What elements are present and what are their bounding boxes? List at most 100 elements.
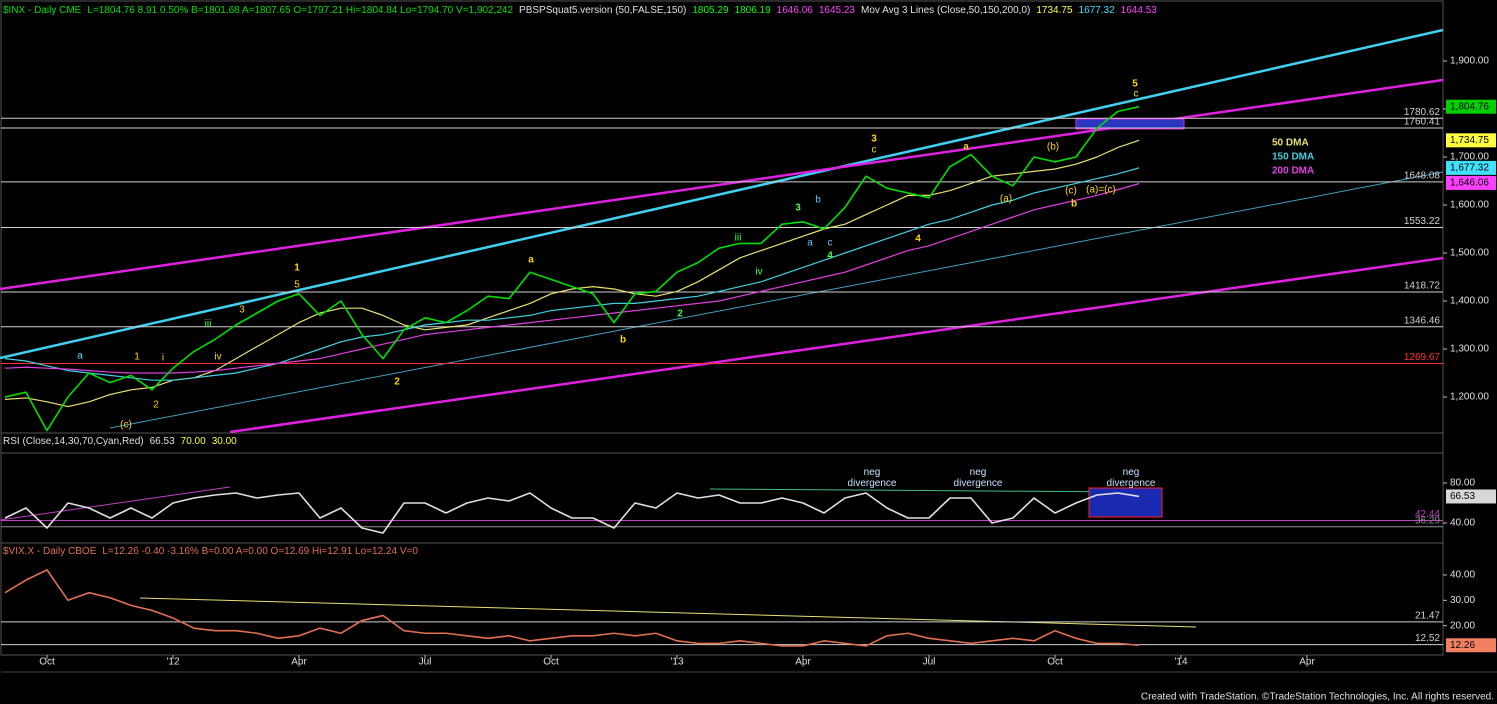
header-indicator: 1645.23	[819, 5, 856, 16]
annotation: (a)=(c)	[1086, 185, 1116, 196]
y-tick-label: 40.00	[1450, 570, 1475, 581]
x-tick-label: Jul	[923, 657, 936, 668]
annotation: iv	[755, 267, 762, 278]
annotation: 4	[827, 251, 833, 262]
annotation: c	[872, 145, 877, 156]
y-tick-label: 80.00	[1450, 478, 1475, 489]
annotation: neg divergence	[1107, 467, 1156, 489]
vix-pane	[0, 542, 1444, 656]
x-tick-label: Apr	[1299, 657, 1315, 668]
last-value-label: 66.53	[1450, 491, 1475, 502]
y-tick-label: 40.00	[1450, 518, 1475, 529]
annotation: 2	[153, 400, 159, 411]
header-indicator: 30.00	[212, 436, 237, 447]
x-tick-label: Oct	[39, 657, 55, 668]
annotation: i	[162, 353, 164, 364]
price-line	[4, 492, 1140, 534]
header-indicator: 1677.32	[1079, 5, 1116, 16]
level-label: 42.44	[1415, 509, 1440, 520]
header-indicator: 1646.06	[777, 5, 814, 16]
annotation: b	[815, 195, 821, 206]
header-title: $INX - Daily CME	[3, 5, 82, 16]
annotation-line: neg	[1123, 467, 1140, 478]
last-value-label: 1,646.06	[1450, 178, 1489, 189]
trend-line	[0, 78, 1444, 291]
annotation: 1	[294, 263, 300, 274]
annotation: a	[807, 238, 813, 249]
annotation: iv	[214, 352, 221, 363]
ma-line	[4, 183, 1140, 374]
annotation: b	[1071, 199, 1077, 210]
trend-line	[229, 256, 1444, 434]
annotation: b	[620, 335, 626, 346]
highlight-box	[1075, 118, 1185, 130]
x-tick-label: '14	[1174, 657, 1187, 668]
annotation: 3	[239, 305, 245, 316]
last-value-box	[1446, 175, 1496, 190]
annotation: neg divergence	[848, 467, 897, 489]
chart-header: RSI (Close,14,30,70,Cyan,Red) 66.53 70.00 3…	[3, 436, 237, 447]
x-tick-label: '13	[670, 657, 683, 668]
x-tick-label: '12	[166, 657, 179, 668]
annotation-line: divergence	[848, 478, 897, 489]
header-indicator: 1734.75	[1036, 5, 1073, 16]
trend-line	[109, 171, 1444, 429]
level-label: 1780.62	[1404, 107, 1441, 118]
header-indicator: 1806.19	[735, 5, 772, 16]
annotation: neg divergence	[954, 467, 1003, 489]
level-label: 21.47	[1415, 611, 1440, 622]
last-value-box	[1446, 638, 1496, 653]
annotation-line: divergence	[1107, 478, 1156, 489]
footer: Created with TradeStation. ©TradeStation…	[1141, 692, 1494, 703]
annotation: iii	[205, 319, 212, 330]
annotation: (a)	[1000, 194, 1012, 205]
x-tick-label: Apr	[291, 657, 307, 668]
annotation: (c)	[120, 420, 132, 431]
annotation: (c)	[1065, 186, 1077, 197]
annotation-line: neg	[970, 467, 987, 478]
x-tick-label: Apr	[795, 657, 811, 668]
header-indicator: 1805.29	[692, 5, 729, 16]
annotation: 1	[134, 352, 140, 363]
y-tick-label: 1,400.00	[1450, 296, 1489, 307]
x-tick-label: Jul	[419, 657, 432, 668]
legend-label: 50 DMA	[1272, 138, 1309, 149]
last-value-box	[1446, 99, 1496, 114]
annotation: a	[963, 142, 969, 153]
annotation: 2	[394, 377, 400, 388]
y-tick-label: 30.00	[1450, 595, 1475, 606]
price-line	[4, 105, 1140, 432]
level-label: 1269.67	[1404, 352, 1441, 363]
header-title: RSI (Close,14,30,70,Cyan,Red)	[3, 436, 144, 447]
annotation: c	[1134, 89, 1139, 100]
ma-line	[4, 167, 1140, 381]
header-indicator: Mov Avg 3 Lines (Close,50,150,200,0)	[861, 5, 1030, 16]
y-tick-label: 1,200.00	[1450, 392, 1489, 403]
header-indicator: PBSPSquat5.version (50,FALSE,150)	[519, 5, 686, 16]
last-value-label: 12.26	[1450, 640, 1475, 651]
trend-line	[709, 488, 1131, 493]
annotation: 4	[915, 234, 921, 245]
y-tick-label: 20.00	[1450, 620, 1475, 631]
header-quote: L=1804.76 8.91 0.50% B=1801.68 A=1807.65…	[87, 5, 513, 16]
level-label: 12.52	[1415, 633, 1440, 644]
legend-label: 200 DMA	[1272, 166, 1314, 177]
annotation: 3	[871, 134, 877, 145]
annotation: c	[828, 238, 833, 249]
y-tick-label: 1,600.00	[1450, 200, 1489, 211]
annotation: (b)	[1047, 142, 1059, 153]
annotation: iii	[735, 233, 742, 244]
last-value-box	[1446, 133, 1496, 148]
y-tick-label: 1,900.00	[1450, 56, 1489, 67]
level-label: 1760.41	[1404, 117, 1441, 128]
last-value-box	[1446, 160, 1496, 175]
level-label: 1346.46	[1404, 315, 1441, 326]
annotation: 2	[677, 309, 683, 320]
annotation: 5	[1132, 79, 1138, 90]
level-label: 1553.22	[1404, 216, 1441, 227]
header-quote: L=12.26 -0.40 -3.16% B=0.00 A=0.00 O=12.…	[102, 546, 418, 557]
last-value-label: 1,677.32	[1450, 163, 1489, 174]
last-value-label: 1,804.76	[1450, 101, 1489, 112]
trend-line	[0, 28, 1444, 360]
